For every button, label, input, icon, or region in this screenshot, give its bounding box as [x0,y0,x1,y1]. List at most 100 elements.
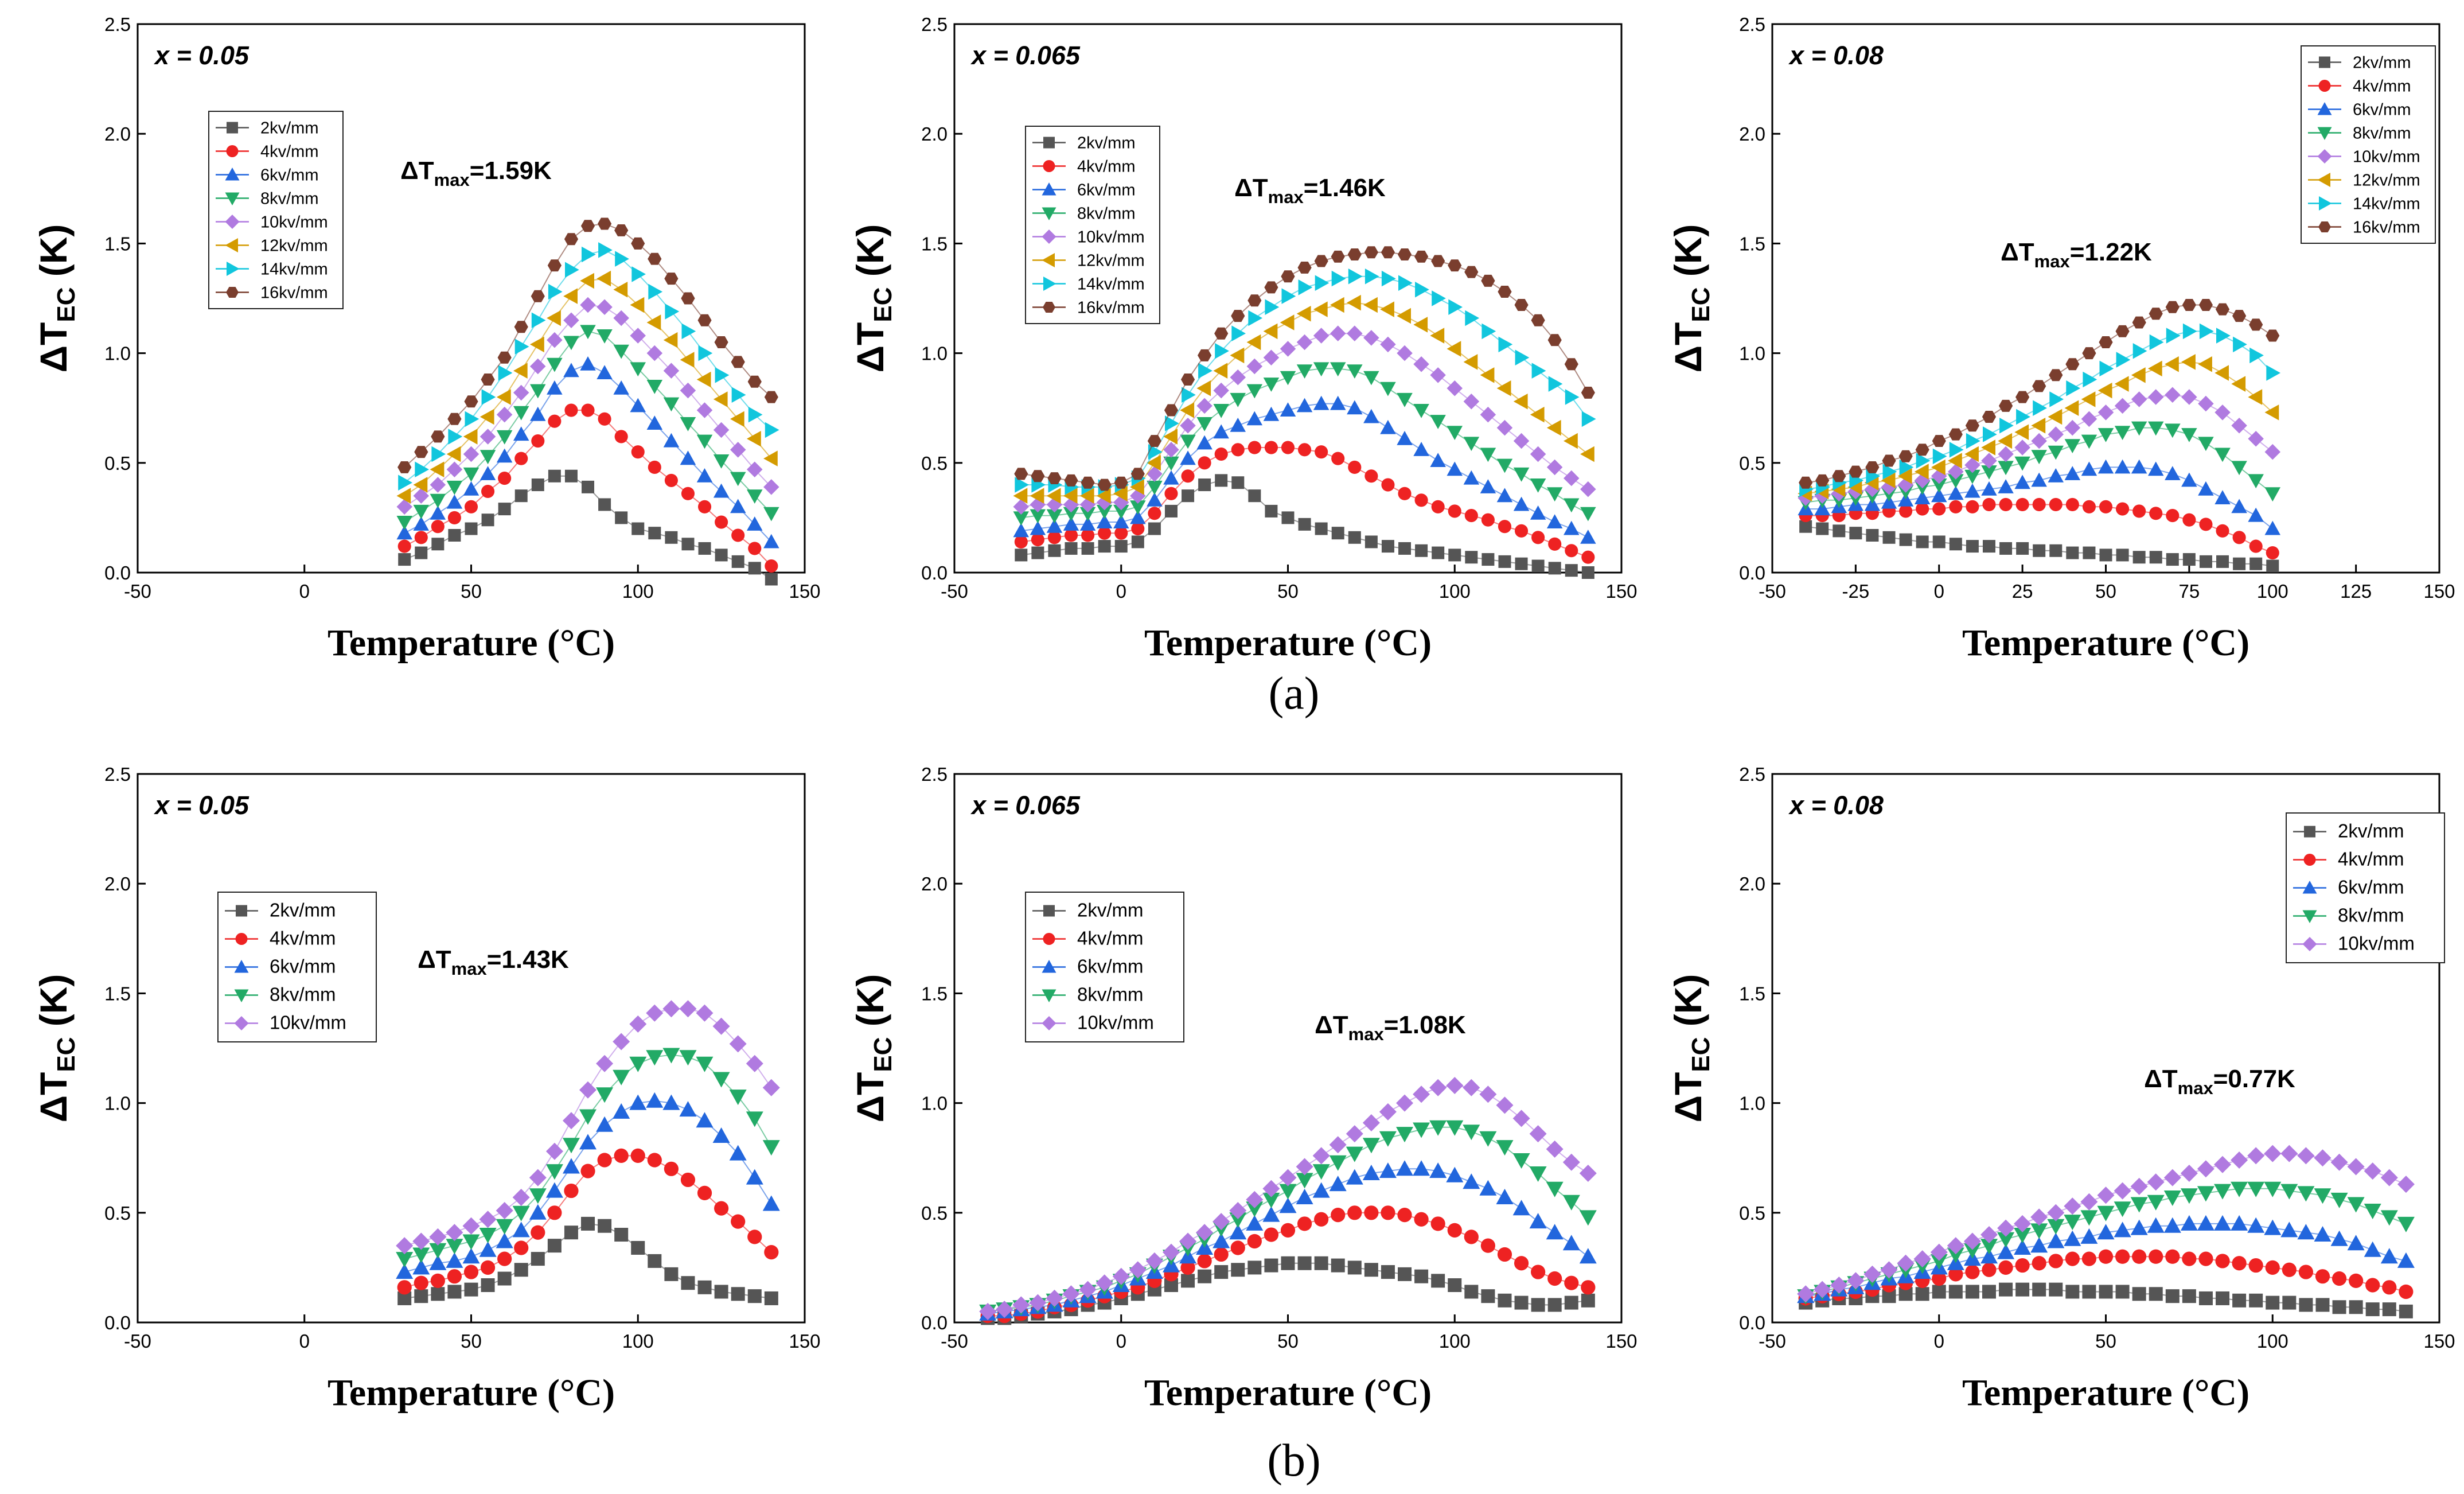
data-point [1579,1210,1597,1226]
data-point [1262,1180,1280,1197]
data-point [2014,1215,2032,1232]
data-point [1114,526,1128,540]
data-point [2198,1251,2213,1266]
data-point [1079,1281,1097,1298]
data-point [2097,1224,2115,1240]
data-point [730,442,746,458]
data-point [664,1161,679,1176]
x-axis-title: Temperature (°C) [328,622,615,664]
data-point [2248,474,2264,489]
data-point [1131,522,1145,536]
data-point [1432,546,1445,559]
data-point [2099,1285,2113,1299]
data-point [431,430,445,443]
data-point [1381,540,1394,553]
data-point [1013,488,1028,504]
data-point [598,412,611,426]
data-point [2082,1285,2096,1299]
data-point [2364,1204,2381,1219]
data-point [679,1101,697,1117]
data-point [1362,1165,1380,1180]
data-point [563,288,578,304]
data-point [2097,1186,2115,1204]
data-point [596,365,613,379]
data-point [2165,466,2181,480]
data-point [1932,435,1946,447]
data-point [1129,1261,1147,1279]
data-point [1246,1190,1264,1208]
x-tick-label: -50 [941,1330,968,1352]
chart-panel: -50 0 50 100 150 0.0 0.5 1.0 1.5 2.0 2.5 Temperatur… [1667,764,2455,1414]
data-point [1529,1213,1547,1229]
y-axis-title: ΔTEC (K) [849,224,897,373]
legend-marker [2318,80,2331,92]
data-point [1849,465,1863,478]
series-6kv-per-mm [396,1092,780,1279]
data-point [1163,456,1179,471]
data-point [1931,478,1947,493]
series-2kv-per-mm [398,469,778,586]
y-axis-title-sub: EC [52,287,80,322]
legend-marker [2302,937,2317,951]
data-point [646,1004,664,1022]
data-point [1081,542,1094,555]
data-point [1296,1158,1313,1176]
data-point [1347,325,1363,341]
data-point [1429,1120,1447,1136]
y-axis-title-main: ΔT [849,1072,891,1123]
data-point [1980,1248,1998,1264]
data-point [2080,1193,2098,1211]
data-point [1246,1215,1264,1231]
data-point [1065,542,1078,555]
y-axis-title-unit: (K) [32,974,75,1037]
data-point [1079,488,1094,504]
data-point [563,363,579,378]
data-point [596,1116,614,1132]
data-point [2232,1293,2247,1308]
data-point [1897,1254,1915,1272]
data-point [630,362,646,377]
data-point [2030,1223,2048,1239]
data-point [1230,369,1246,386]
data-point [2264,404,2279,421]
data-point [496,389,511,405]
legend-marker [225,238,238,252]
data-point [548,414,562,428]
data-point [630,398,646,413]
data-point [1546,487,1563,502]
data-point [646,1050,664,1066]
data-point [679,1050,697,1066]
legend-marker [2318,221,2331,232]
data-point [1264,1258,1278,1273]
x-tick-label: 0 [299,1330,310,1352]
data-point [2231,1181,2248,1197]
data-point [2165,1289,2180,1304]
data-point [2214,1184,2231,1200]
data-point [1180,1260,1195,1275]
series-14kv-per-mm [398,242,779,491]
data-point [1564,520,1580,535]
data-point [1015,548,1028,562]
data-point [2099,548,2112,562]
data-point [1397,392,1413,407]
data-point [1229,1202,1247,1219]
data-point [2249,1293,2263,1308]
data-point [664,473,678,487]
legend-label: 10kv/mm [260,213,328,232]
data-point [1081,528,1095,542]
data-point [1312,1147,1330,1165]
data-point [1815,474,1830,487]
data-point [1463,394,1480,410]
data-point [2163,1190,2181,1206]
data-point [1280,314,1295,330]
data-point [731,387,746,403]
legend-label: 8kv/mm [260,190,319,208]
data-point [1530,478,1546,493]
data-point [2048,468,2064,483]
data-point [2198,395,2214,412]
data-point [2182,1289,2196,1304]
data-point [2064,419,2081,436]
y-tick-label: 2.5 [1739,14,1765,35]
data-point [1463,354,1478,370]
data-point [630,297,645,313]
